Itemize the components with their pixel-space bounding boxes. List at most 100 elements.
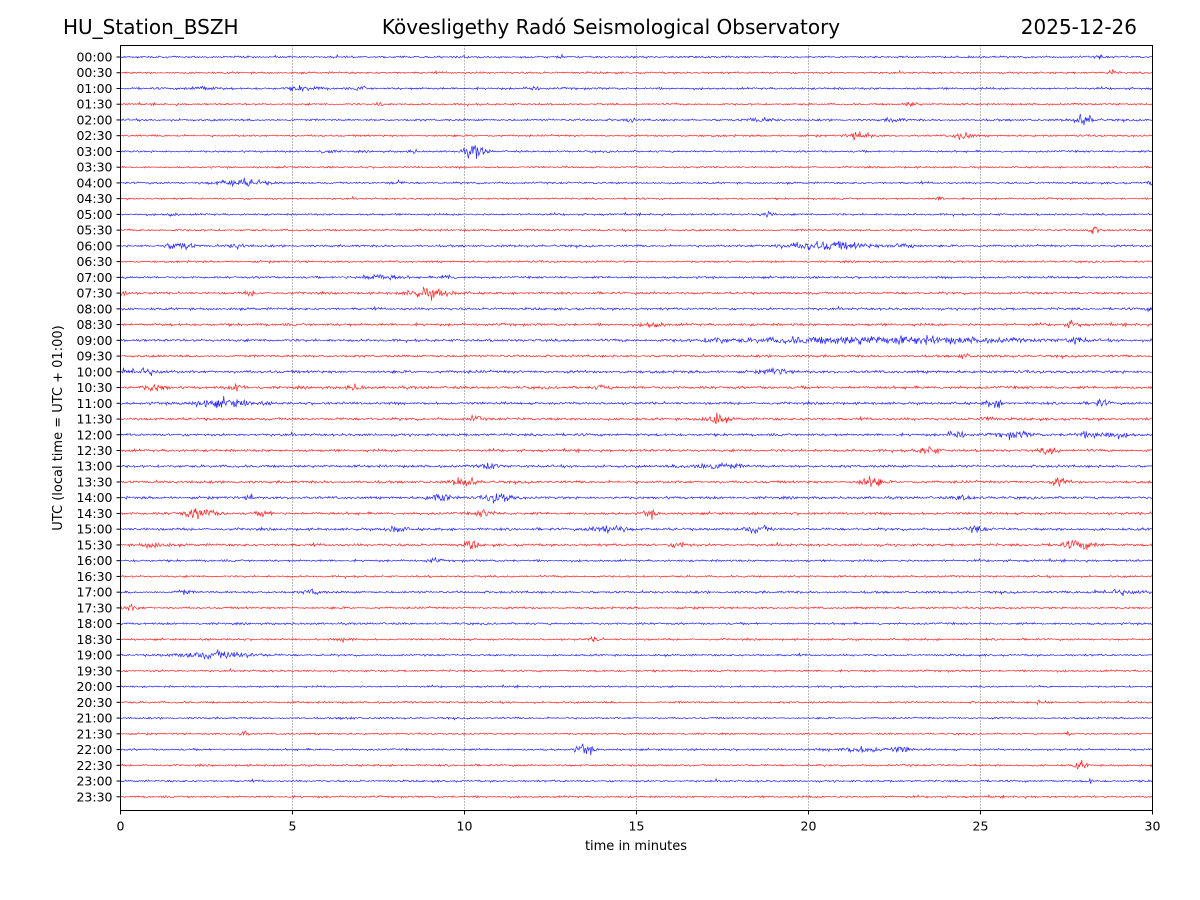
y-tick-label: 09:00 xyxy=(76,333,112,348)
y-tick-label: 18:30 xyxy=(76,632,112,647)
trace-0730 xyxy=(120,286,1153,301)
y-tick-label: 07:30 xyxy=(76,286,112,301)
trace-1600 xyxy=(120,556,1153,564)
y-tick-label: 11:00 xyxy=(76,396,112,411)
trace-1400 xyxy=(120,492,1153,504)
y-tick-label: 22:30 xyxy=(76,758,112,773)
y-tick-label: 06:30 xyxy=(76,254,112,269)
y-tick-label: 12:00 xyxy=(76,427,112,442)
y-tick-label: 03:30 xyxy=(76,160,112,175)
trace-0830 xyxy=(120,319,1153,329)
y-tick-label: 19:30 xyxy=(76,663,112,678)
trace-2000 xyxy=(120,683,1153,690)
chart-title: Kövesligethy Radó Seismological Observat… xyxy=(381,15,841,39)
y-tick-label: 06:00 xyxy=(76,238,112,253)
x-tick-label: 20 xyxy=(801,819,817,834)
y-tick-label: 04:00 xyxy=(76,175,112,190)
y-tick-label: 03:00 xyxy=(76,144,112,159)
y-tick-label: 21:00 xyxy=(76,711,112,726)
trace-2230 xyxy=(120,759,1153,770)
trace-1830 xyxy=(120,635,1153,643)
trace-1100 xyxy=(120,396,1153,409)
y-tick-label: 23:30 xyxy=(76,789,112,804)
trace-0330 xyxy=(120,165,1153,170)
trace-1500 xyxy=(120,524,1153,534)
trace-2030 xyxy=(120,699,1153,706)
y-axis-title: UTC (local time = UTC + 01:00) xyxy=(51,325,66,530)
x-tick-label: 25 xyxy=(973,819,989,834)
trace-1730 xyxy=(120,603,1153,612)
trace-0930 xyxy=(120,352,1153,360)
trace-0000 xyxy=(120,53,1153,61)
y-tick-label: 02:30 xyxy=(76,128,112,143)
trace-1630 xyxy=(120,574,1153,580)
trace-2300 xyxy=(120,777,1153,784)
y-tick-label: 05:30 xyxy=(76,223,112,238)
y-tick-label: 17:30 xyxy=(76,600,112,615)
x-axis-ticks: 0 5 10 15 20 25 30 xyxy=(117,810,1160,834)
trace-0130 xyxy=(120,101,1153,108)
y-tick-label: 08:30 xyxy=(76,317,112,332)
y-tick-label: 01:00 xyxy=(76,81,112,96)
trace-0500 xyxy=(120,210,1153,218)
x-tick-label: 15 xyxy=(629,819,645,834)
trace-1030 xyxy=(120,382,1153,393)
trace-1430 xyxy=(120,508,1153,520)
grid-lines xyxy=(292,45,981,811)
trace-1330 xyxy=(120,476,1153,487)
y-tick-label: 13:00 xyxy=(76,459,112,474)
y-tick-label: 00:30 xyxy=(76,65,112,80)
trace-0200 xyxy=(120,113,1153,126)
y-tick-label: 15:00 xyxy=(76,522,112,537)
trace-1530 xyxy=(120,539,1153,551)
trace-1800 xyxy=(120,621,1153,627)
y-tick-label: 20:30 xyxy=(76,695,112,710)
y-tick-label: 16:30 xyxy=(76,569,112,584)
trace-0630 xyxy=(120,259,1153,264)
y-tick-label: 11:30 xyxy=(76,412,112,427)
y-tick-label: 12:30 xyxy=(76,443,112,458)
y-tick-label: 05:00 xyxy=(76,207,112,222)
date-label: 2025-12-26 xyxy=(1020,15,1137,39)
y-tick-label: 20:00 xyxy=(76,679,112,694)
y-tick-label: 15:30 xyxy=(76,537,112,552)
trace-0900 xyxy=(120,335,1153,345)
trace-2130 xyxy=(120,730,1153,737)
y-tick-label: 14:30 xyxy=(76,506,112,521)
y-tick-label: 10:00 xyxy=(76,364,112,379)
trace-1930 xyxy=(120,667,1153,673)
trace-1900 xyxy=(120,648,1153,660)
trace-0400 xyxy=(120,177,1153,188)
x-axis-title: time in minutes xyxy=(585,839,687,854)
trace-1700 xyxy=(120,588,1153,597)
y-tick-label: 16:00 xyxy=(76,553,112,568)
y-tick-label: 14:00 xyxy=(76,490,112,505)
y-tick-label: 02:00 xyxy=(76,112,112,127)
y-tick-label: 00:00 xyxy=(76,50,112,65)
trace-group xyxy=(120,53,1153,800)
y-tick-label: 13:30 xyxy=(76,474,112,489)
y-tick-label: 18:00 xyxy=(76,616,112,631)
trace-1200 xyxy=(120,430,1153,441)
station-label: HU_Station_BSZH xyxy=(63,15,239,39)
y-tick-label: 17:00 xyxy=(76,585,112,600)
y-axis-ticks: 00:0000:3001:0001:3002:0002:3003:0003:30… xyxy=(76,50,121,804)
y-tick-label: 07:00 xyxy=(76,270,112,285)
trace-1000 xyxy=(120,366,1153,377)
trace-0600 xyxy=(120,240,1153,251)
x-tick-label: 5 xyxy=(289,819,297,834)
trace-0100 xyxy=(120,85,1153,93)
trace-0030 xyxy=(120,69,1153,75)
x-tick-label: 10 xyxy=(457,819,473,834)
trace-1130 xyxy=(120,412,1153,425)
trace-0530 xyxy=(120,225,1153,235)
y-tick-label: 09:30 xyxy=(76,349,112,364)
y-tick-label: 04:30 xyxy=(76,191,112,206)
trace-1230 xyxy=(120,446,1153,456)
y-tick-label: 19:00 xyxy=(76,648,112,663)
y-tick-label: 08:00 xyxy=(76,301,112,316)
y-tick-label: 01:30 xyxy=(76,97,112,112)
y-tick-label: 10:30 xyxy=(76,380,112,395)
x-tick-label: 0 xyxy=(117,819,125,834)
